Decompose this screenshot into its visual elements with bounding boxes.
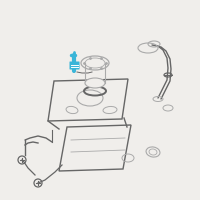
Ellipse shape <box>81 56 109 70</box>
Ellipse shape <box>85 78 105 88</box>
FancyBboxPatch shape <box>70 62 80 70</box>
